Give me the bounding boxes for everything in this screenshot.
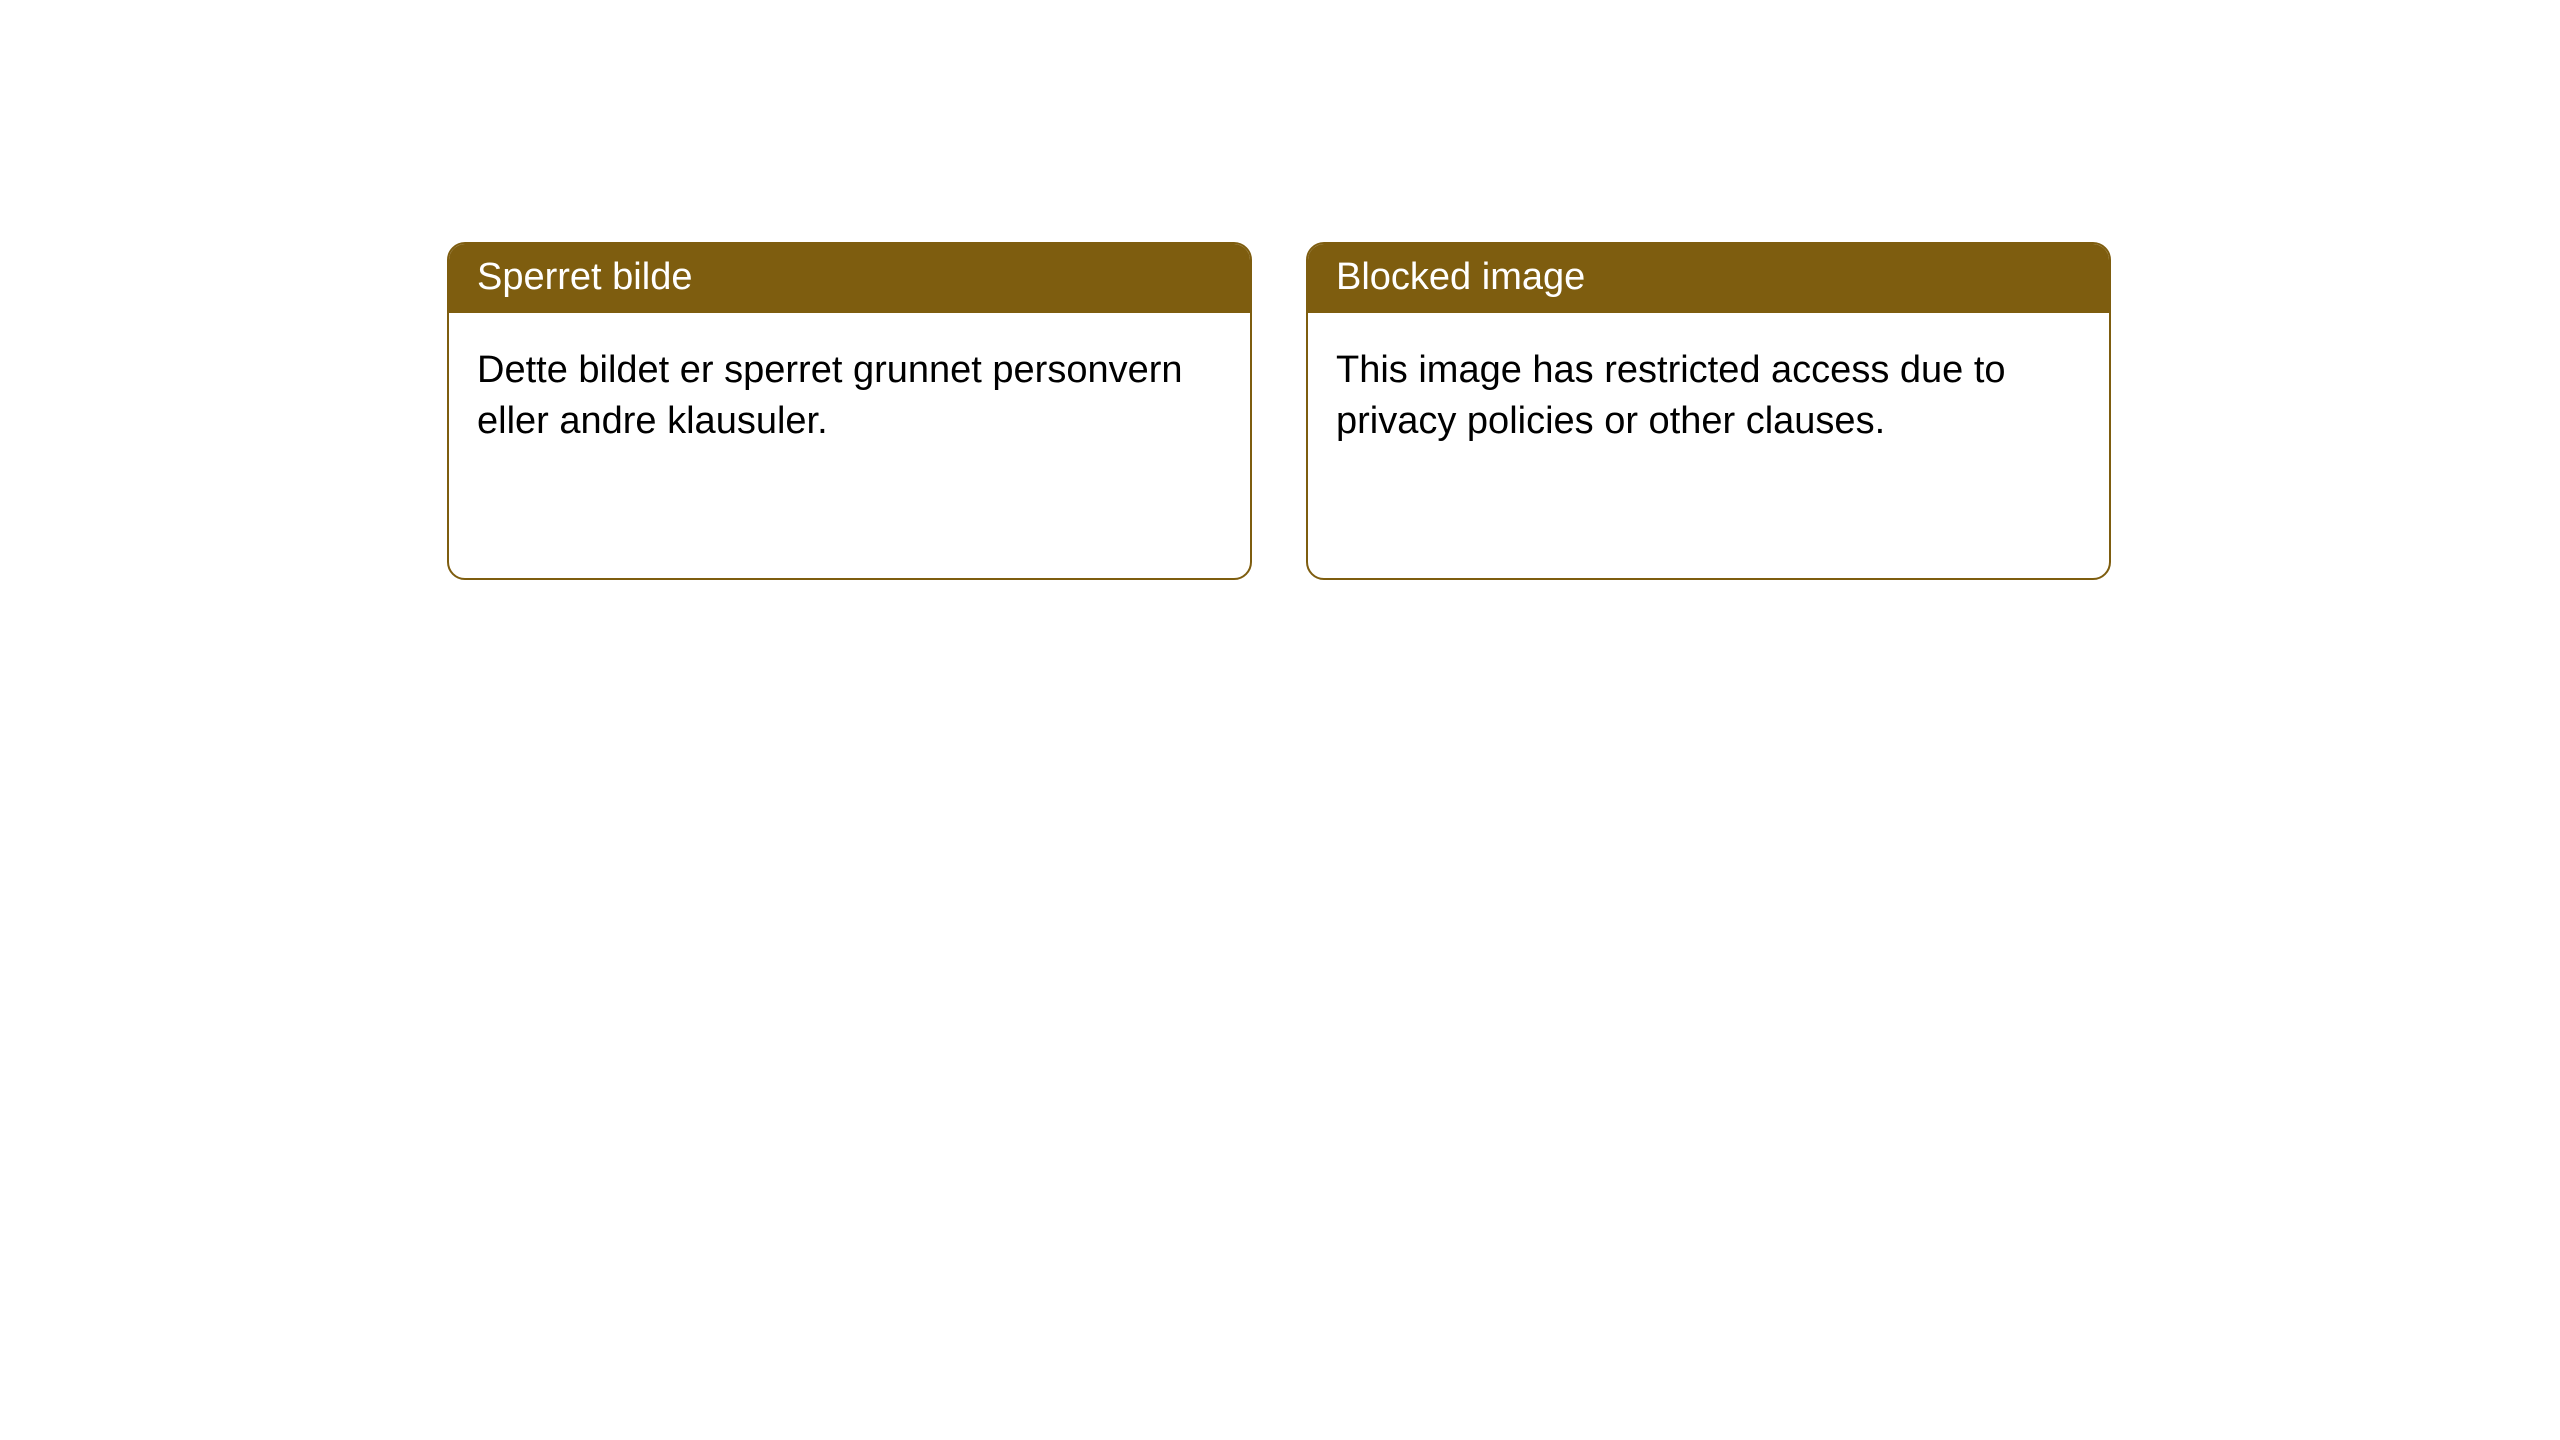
notice-body-text: This image has restricted access due to … <box>1336 349 2006 442</box>
notice-header: Sperret bilde <box>449 244 1250 313</box>
notice-body-text: Dette bildet er sperret grunnet personve… <box>477 349 1183 442</box>
notice-title: Sperret bilde <box>477 256 692 298</box>
notice-card-norwegian: Sperret bilde Dette bildet er sperret gr… <box>447 242 1252 580</box>
notice-body: This image has restricted access due to … <box>1308 313 2109 480</box>
notice-header: Blocked image <box>1308 244 2109 313</box>
notice-title: Blocked image <box>1336 256 1585 298</box>
notice-body: Dette bildet er sperret grunnet personve… <box>449 313 1250 480</box>
notice-container: Sperret bilde Dette bildet er sperret gr… <box>447 242 2111 580</box>
notice-card-english: Blocked image This image has restricted … <box>1306 242 2111 580</box>
